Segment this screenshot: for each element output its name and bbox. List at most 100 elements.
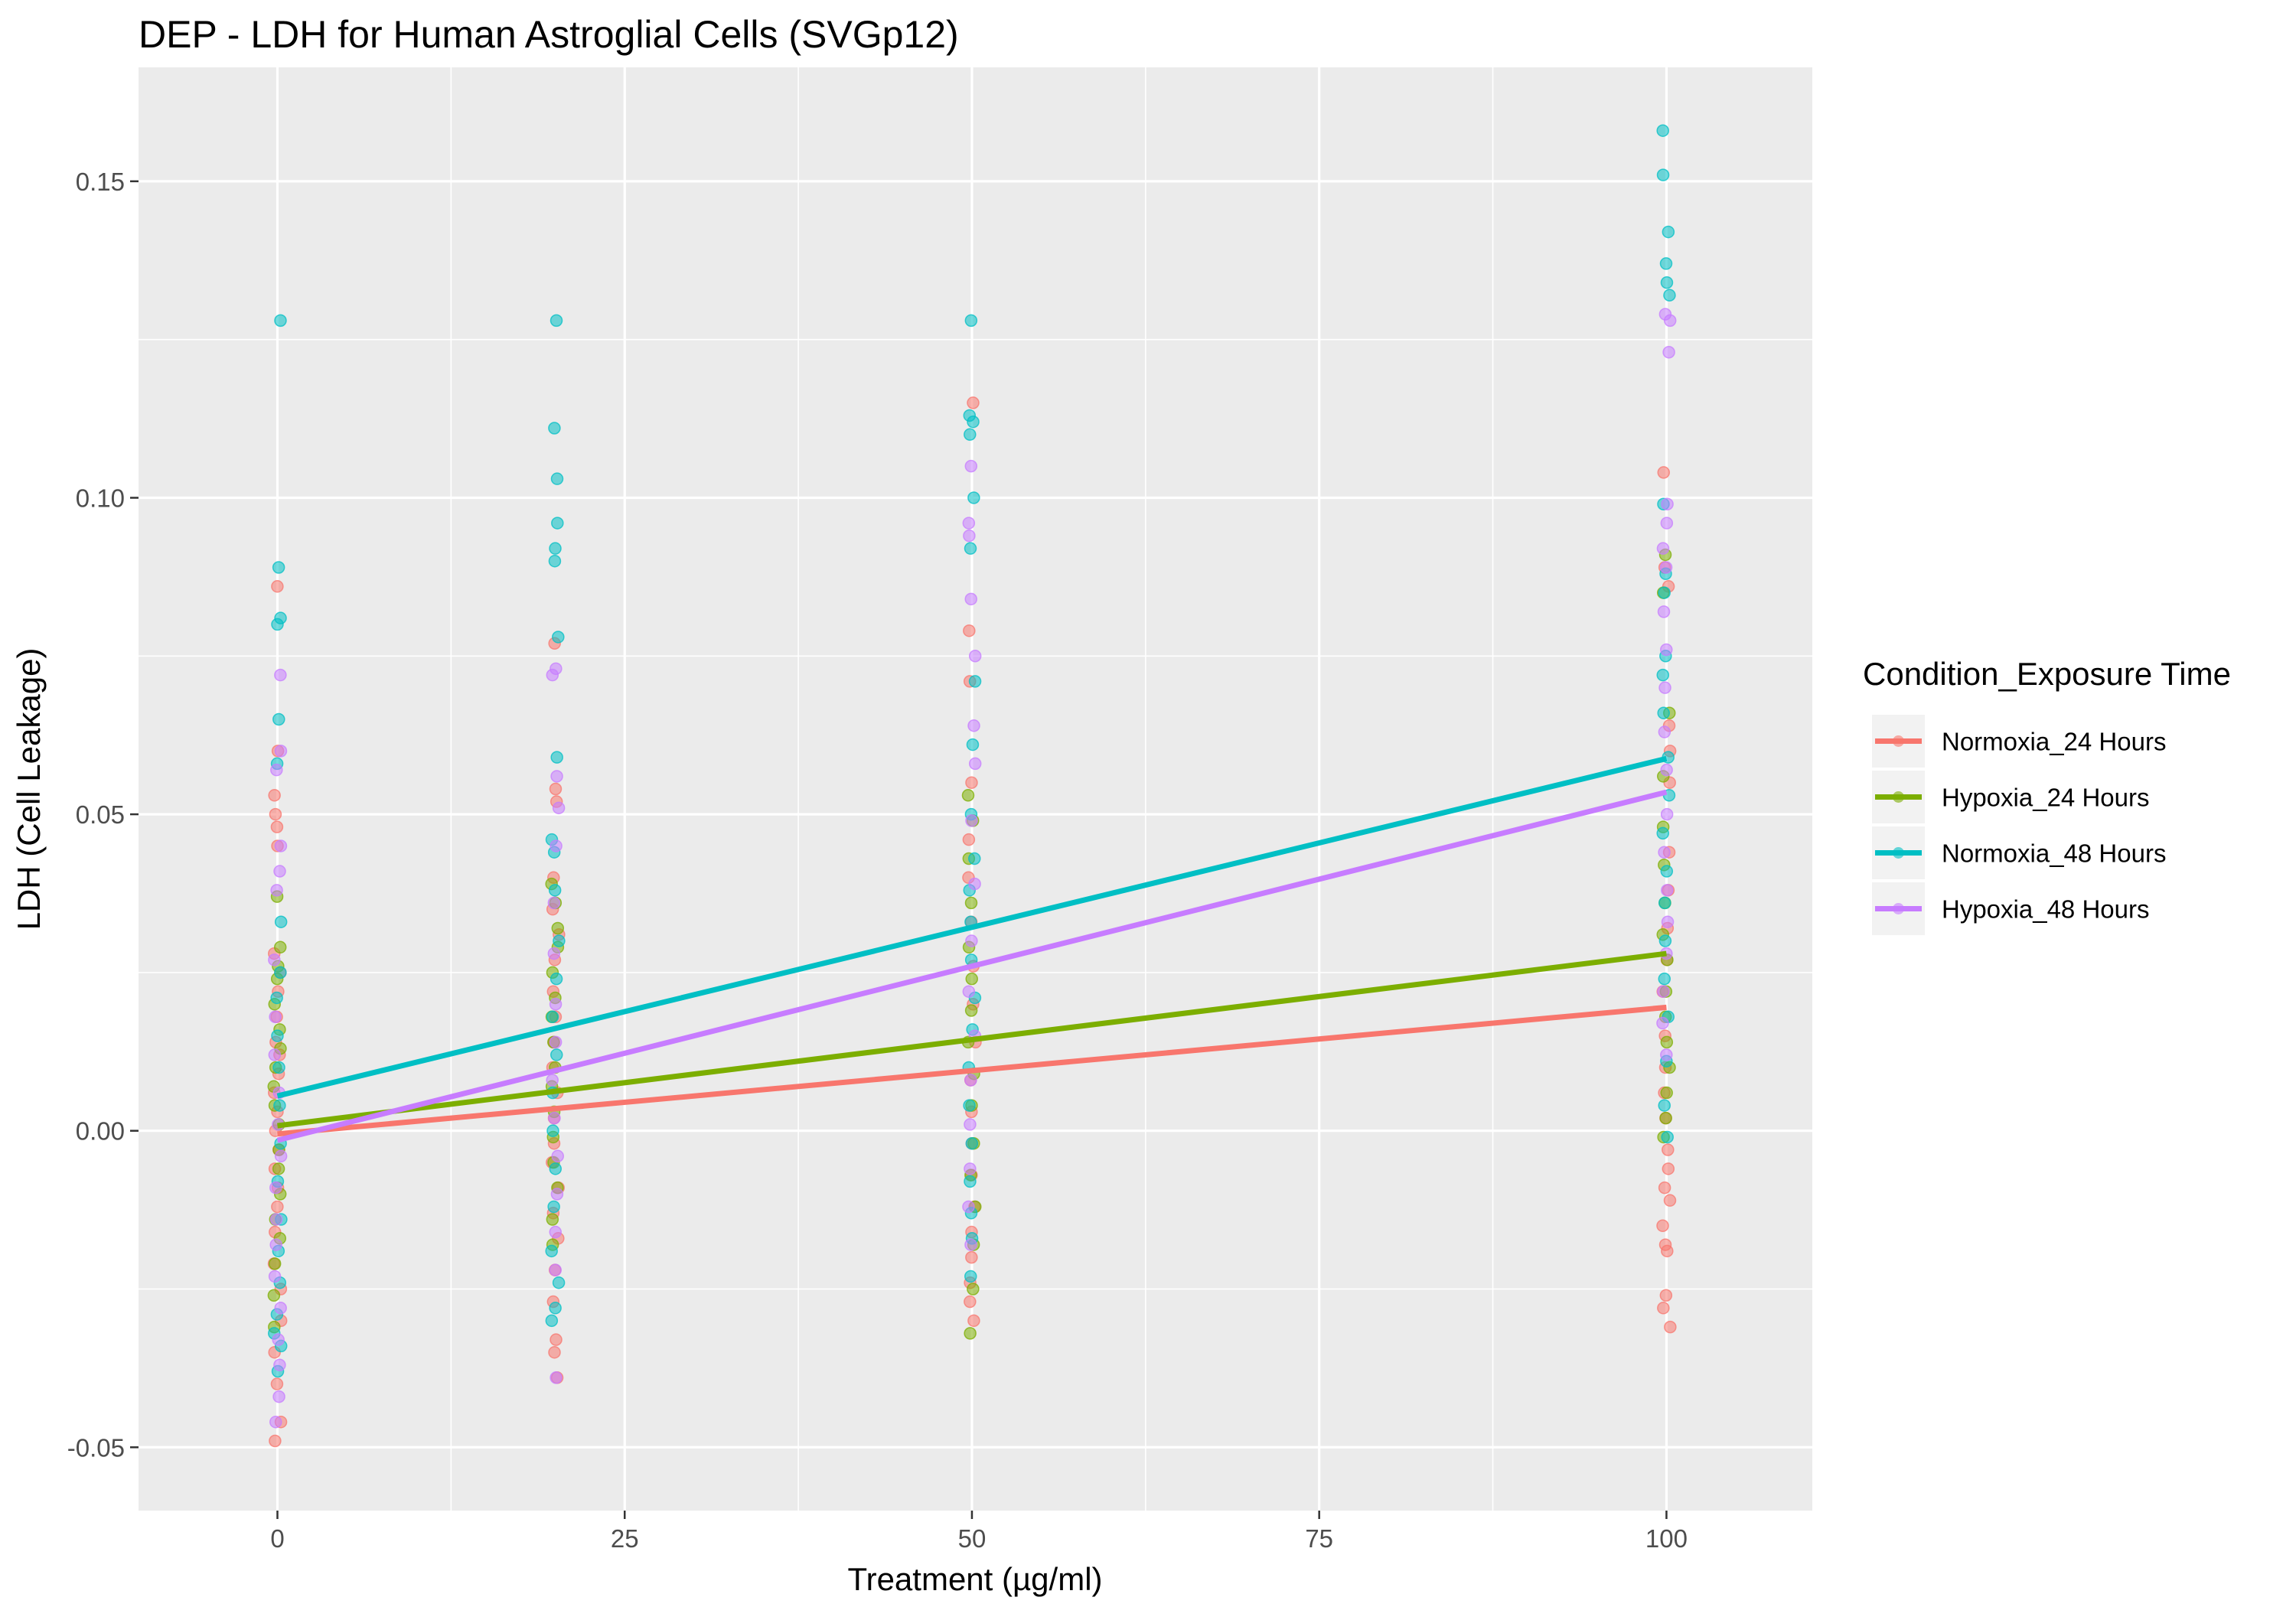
data-point xyxy=(967,1283,980,1296)
data-point xyxy=(549,542,562,555)
data-point xyxy=(548,422,561,435)
data-point xyxy=(269,1213,283,1226)
data-point xyxy=(273,865,286,878)
y-tick-label: 0.15 xyxy=(76,168,125,196)
data-point xyxy=(268,1048,282,1061)
data-point xyxy=(546,1213,559,1226)
data-point xyxy=(274,839,288,852)
data-point xyxy=(549,997,563,1011)
data-point xyxy=(1656,1219,1669,1233)
data-point xyxy=(963,624,976,637)
data-point xyxy=(964,1118,977,1131)
data-point xyxy=(550,972,563,986)
data-point xyxy=(1663,314,1677,328)
chart-title: DEP - LDH for Human Astroglial Cells (SV… xyxy=(139,13,959,56)
data-point xyxy=(269,1010,282,1024)
data-point xyxy=(550,751,563,764)
data-point xyxy=(1660,1048,1673,1061)
data-point xyxy=(1658,934,1672,947)
data-point xyxy=(964,1238,977,1251)
y-axis: -0.05 0.00 0.05 0.10 0.15 xyxy=(67,168,139,1462)
data-point xyxy=(965,814,978,827)
x-tick-label: 100 xyxy=(1645,1524,1688,1553)
data-point xyxy=(1661,1130,1674,1144)
data-point xyxy=(968,675,982,688)
data-point xyxy=(269,1434,282,1448)
data-point xyxy=(1658,846,1671,859)
data-point xyxy=(545,1244,558,1258)
x-tick-label: 25 xyxy=(611,1524,639,1553)
data-point xyxy=(548,1111,561,1125)
data-point xyxy=(272,712,285,726)
data-point xyxy=(965,776,978,789)
data-point xyxy=(1657,985,1670,998)
data-point xyxy=(274,314,287,328)
data-point xyxy=(545,1314,559,1328)
data-point xyxy=(548,884,562,897)
data-point xyxy=(1661,915,1675,928)
data-point xyxy=(967,415,980,429)
data-point xyxy=(268,1257,282,1270)
data-point xyxy=(967,1314,980,1328)
data-point xyxy=(1658,1181,1671,1195)
data-point xyxy=(274,1302,287,1315)
data-point xyxy=(553,934,566,947)
data-point xyxy=(964,896,978,910)
data-point xyxy=(268,789,281,802)
data-point xyxy=(1659,561,1673,574)
data-point xyxy=(272,1061,285,1074)
data-point xyxy=(968,852,981,865)
y-tick-label: 0.10 xyxy=(76,484,125,512)
data-point xyxy=(270,1377,284,1390)
data-point xyxy=(1656,168,1670,181)
data-point xyxy=(1663,288,1676,302)
data-point xyxy=(1660,643,1673,657)
data-point xyxy=(1659,257,1673,270)
data-point xyxy=(271,1200,284,1214)
data-point xyxy=(964,1295,977,1309)
data-point xyxy=(548,554,562,568)
data-point xyxy=(964,1175,977,1188)
data-point xyxy=(274,1149,288,1163)
data-point xyxy=(964,1162,977,1175)
data-point xyxy=(551,517,564,530)
data-point xyxy=(273,1358,286,1371)
data-point xyxy=(1658,681,1671,694)
data-point xyxy=(962,517,976,530)
fit-line xyxy=(276,755,1668,1099)
legend-key-point xyxy=(1893,847,1904,859)
x-axis: 0 25 50 75 100 xyxy=(270,1511,1688,1553)
data-point xyxy=(962,1200,975,1214)
data-point xyxy=(268,953,281,966)
data-point xyxy=(268,1270,282,1283)
data-point xyxy=(967,491,980,504)
data-point xyxy=(550,1188,564,1201)
data-point xyxy=(1658,972,1671,986)
data-point xyxy=(968,650,982,663)
legend-label: Hypoxia_48 Hours xyxy=(1942,895,2149,924)
data-point xyxy=(271,580,284,593)
data-point xyxy=(552,1276,566,1289)
data-point xyxy=(550,1048,563,1061)
data-point xyxy=(1662,345,1675,359)
data-point xyxy=(267,1289,281,1302)
data-point xyxy=(1658,896,1671,910)
data-point xyxy=(1663,1194,1677,1207)
data-point xyxy=(964,592,977,606)
data-point xyxy=(967,719,980,732)
data-point xyxy=(962,833,976,846)
data-point xyxy=(965,972,978,986)
data-point xyxy=(273,940,287,954)
data-point xyxy=(549,1263,563,1276)
data-point xyxy=(552,801,566,815)
data-point xyxy=(270,763,283,777)
data-point xyxy=(964,542,977,555)
data-point xyxy=(961,789,975,802)
data-point xyxy=(964,1327,977,1340)
data-point xyxy=(1660,1035,1674,1049)
data-point xyxy=(1662,225,1675,239)
data-point xyxy=(966,738,980,751)
data-point xyxy=(546,1010,559,1024)
data-point xyxy=(1661,1244,1674,1258)
data-point xyxy=(1661,884,1674,897)
